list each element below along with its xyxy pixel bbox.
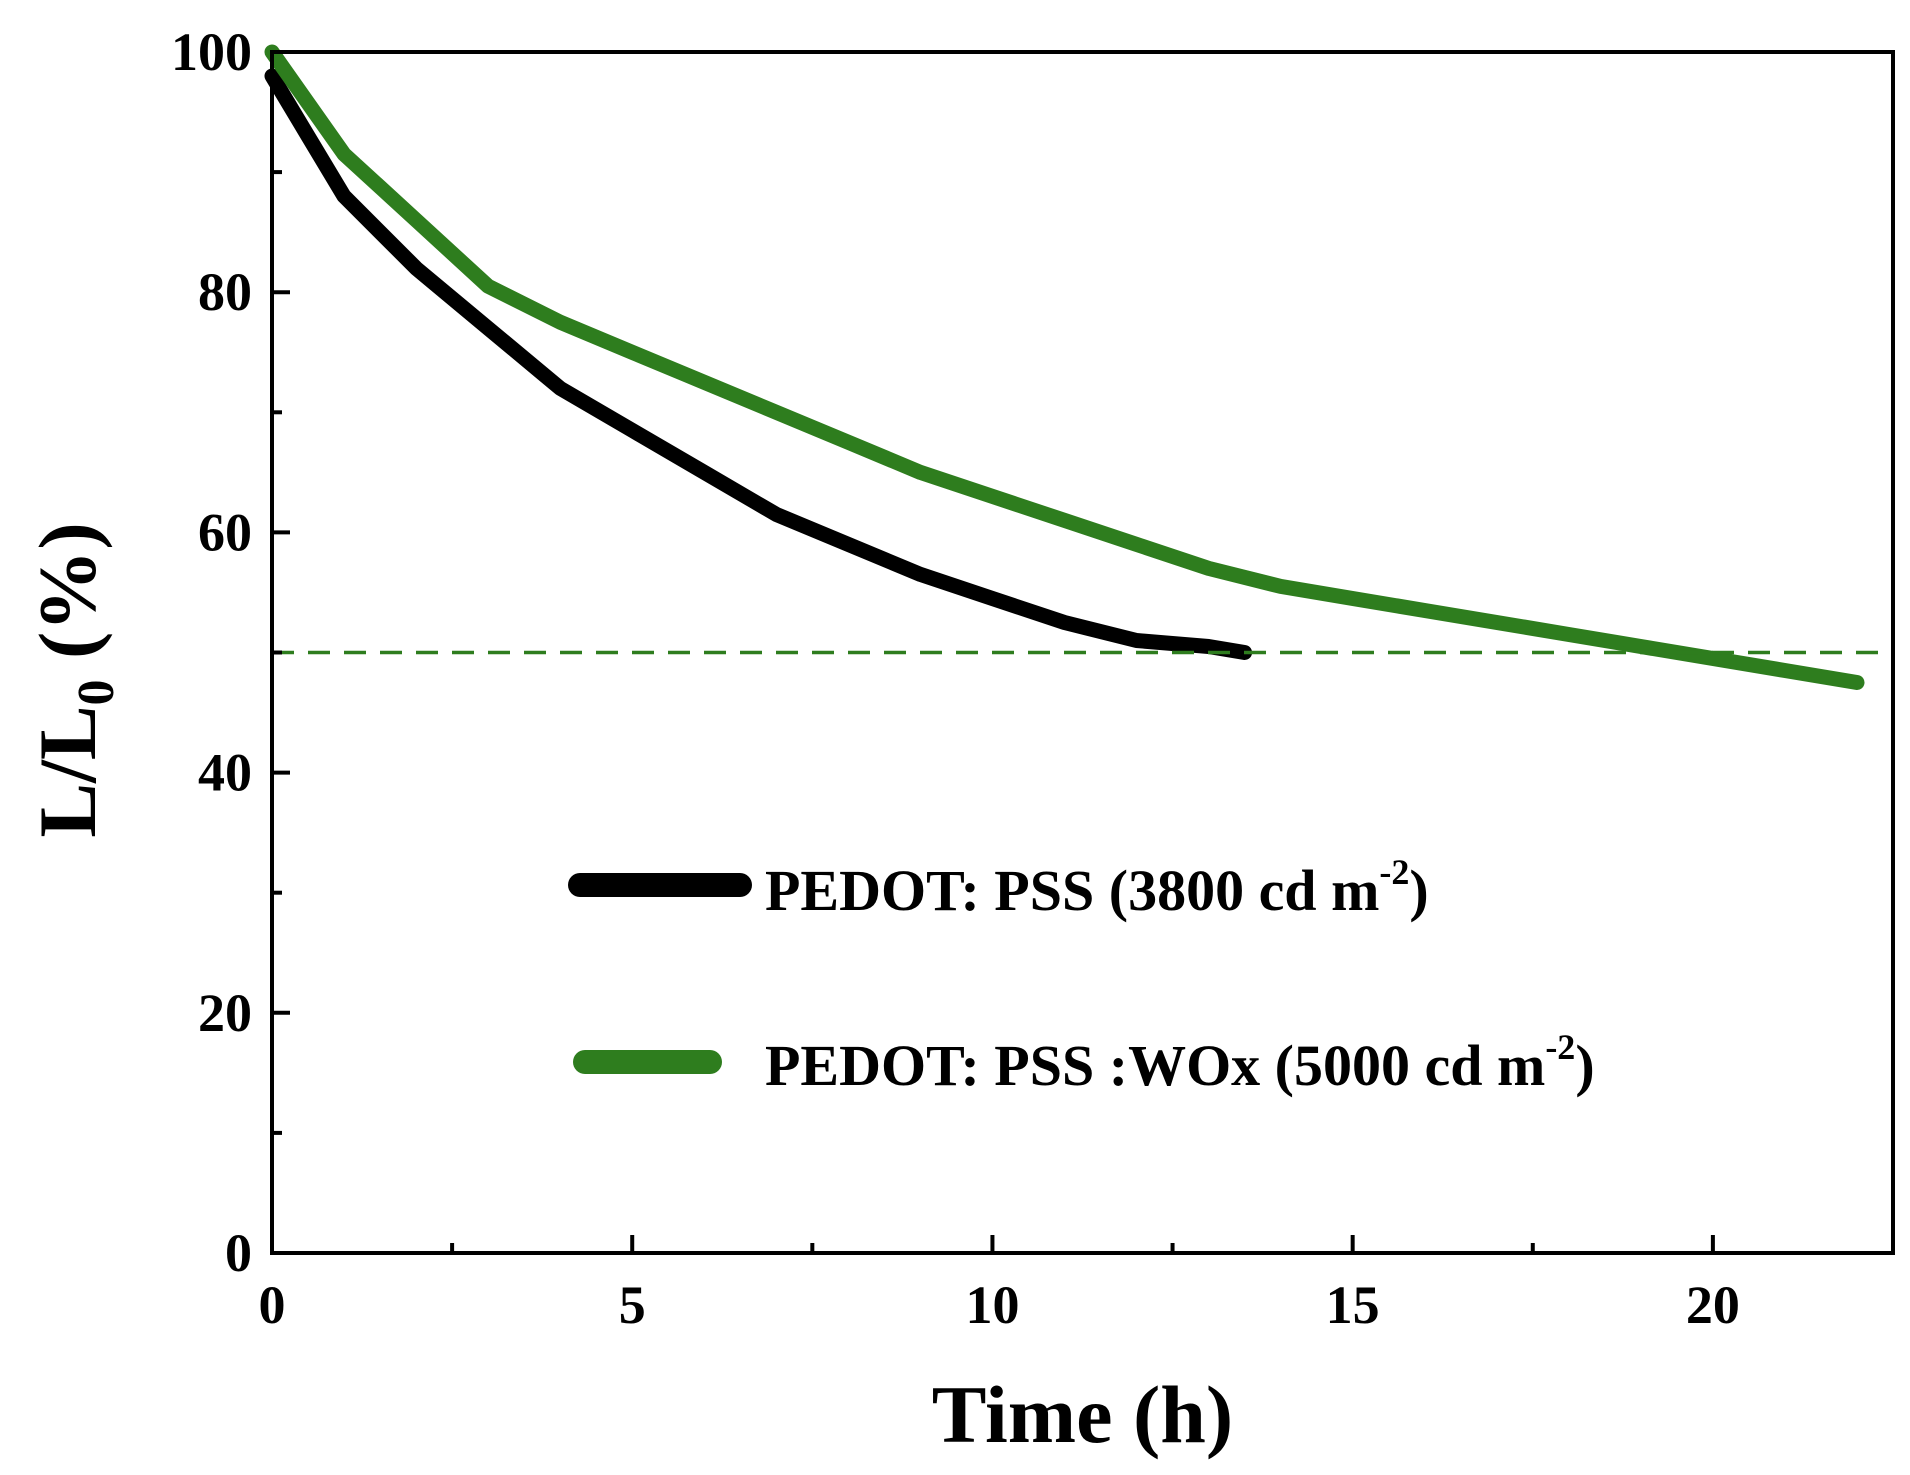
series-1-point [1783,669,1787,673]
series-1-point [846,440,850,444]
x-tick-label: 20 [1686,1275,1740,1335]
y-axis-title-suffix: (%) [22,522,113,679]
series-0-point [558,386,562,390]
legend-label-pedot-pss-wox-sup: -2 [1545,1027,1575,1067]
series-1-point [1135,542,1139,546]
series-0-point [306,134,310,138]
series-1-point [1711,657,1715,661]
series-1-point [414,218,418,222]
series-0-point [630,428,634,432]
series-1-point [558,320,562,324]
axis-ticks [270,50,1895,1255]
y-axis-title: L/L0 (%) [22,522,125,837]
x-tick-label: 5 [619,1275,646,1335]
series-1-point [1351,596,1355,600]
x-tick-label: 10 [965,1275,1019,1335]
series-1-point [774,410,778,414]
series-line-0 [264,68,1253,660]
series-1-point [918,470,922,474]
series-1-point [702,380,706,384]
series-0-point [918,572,922,576]
legend-label-pedot-pss-wox-text: PEDOT: PSS :WOx (5000 cd m [765,1033,1545,1098]
series-1-point [1279,584,1283,588]
legend-label-pedot-pss: PEDOT: PSS (3800 cd m-2) [765,852,1429,923]
series-1-point [342,152,346,156]
series-0-point [1135,638,1139,642]
y-tick-label: 60 [198,502,252,562]
series-0-point [342,194,346,198]
series-1-point [990,494,994,498]
series-0-point [1207,644,1211,648]
series-0-point [846,542,850,546]
series-0-point [990,596,994,600]
legend-label-pedot-pss-text: PEDOT: PSS (3800 cd m [765,858,1379,923]
legend-label-pedot-pss-close: ) [1409,858,1428,923]
series-1-point [486,284,490,288]
legend: PEDOT: PSS (3800 cd m-2) PEDOT: PSS :WOx… [568,852,1595,1098]
series-1-point [1639,644,1643,648]
y-tick-label: 40 [198,743,252,803]
series-1-point [1495,620,1499,624]
series-1-point [630,350,634,354]
legend-label-pedot-pss-wox-close: ) [1575,1033,1594,1098]
series-1-point [1855,681,1859,685]
series-0-point [486,326,490,330]
series-1-point [1423,608,1427,612]
y-tick-label: 100 [171,22,252,82]
series-0-point [1062,620,1066,624]
x-axis-title: Time (h) [932,1369,1233,1460]
series-1-point [1567,632,1571,636]
series-line-1 [264,44,1865,690]
series-1-point [1207,566,1211,570]
x-tick-label: 0 [259,1275,286,1335]
series-0-point [702,470,706,474]
series-layer [264,44,1865,690]
legend-label-pedot-pss-wox: PEDOT: PSS :WOx (5000 cd m-2) [765,1027,1595,1098]
axis-tick-labels: 0 5 10 15 20 0 20 40 60 80 100 [171,22,1740,1335]
x-tick-label: 15 [1326,1275,1380,1335]
series-0-point [414,266,418,270]
legend-label-pedot-pss-sup: -2 [1379,852,1409,892]
y-tick-label: 80 [198,262,252,322]
y-tick-label: 0 [225,1223,252,1283]
y-tick-label: 20 [198,983,252,1043]
series-0-point [774,512,778,516]
y-axis-title-subscript: 0 [68,679,125,705]
y-axis-title-main: L/L [22,705,113,837]
series-1-point [1062,518,1066,522]
